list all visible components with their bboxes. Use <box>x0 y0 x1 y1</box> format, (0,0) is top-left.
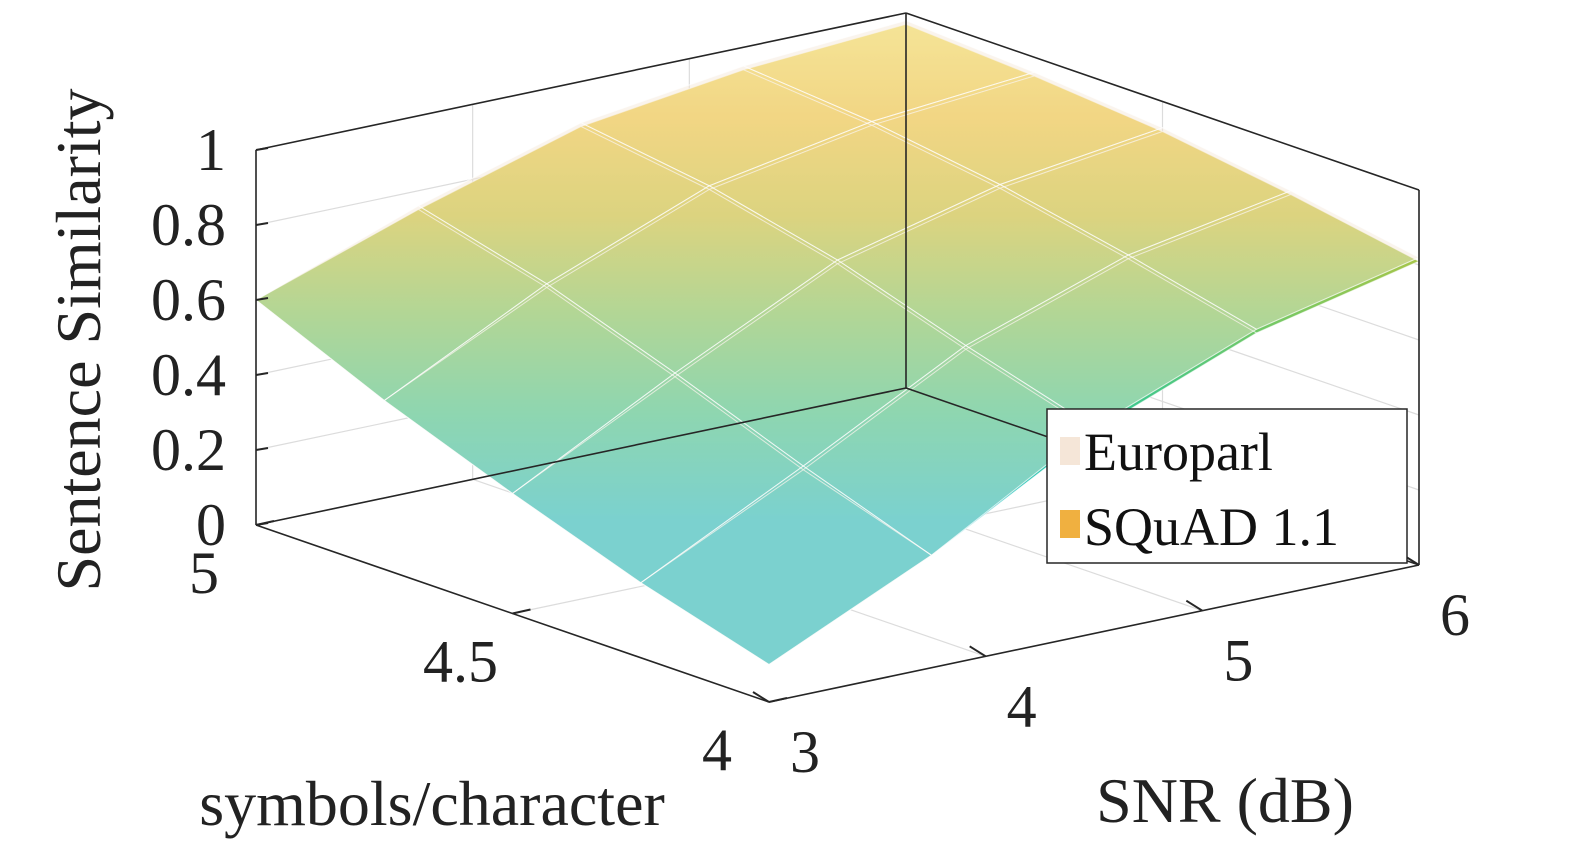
z-tick-mark <box>255 147 269 151</box>
legend-label-squad: SQuAD 1.1 <box>1084 497 1339 557</box>
legend: Europarl SQuAD 1.1 <box>1046 408 1408 564</box>
mesh-line <box>418 205 932 556</box>
mesh-line <box>580 122 1095 428</box>
z-tick-label: 0.4 <box>151 342 226 408</box>
z-tick-label: 0.8 <box>151 192 226 258</box>
y-tick-label: 4.5 <box>423 629 498 695</box>
y-tick-label: 5 <box>189 540 219 606</box>
mesh-line <box>255 23 907 301</box>
legend-swatch-squad <box>1060 510 1080 538</box>
y-axis-label: symbols/character <box>199 768 665 839</box>
legend-label-europarl: Europarl <box>1084 422 1273 482</box>
y-tick-mark <box>768 697 788 703</box>
axes-box-edge <box>255 387 907 526</box>
z-tick-label: 0 <box>196 492 226 558</box>
legend-swatch-europarl <box>1060 437 1080 465</box>
y-tick-mark <box>255 520 275 526</box>
x-tick-mark <box>969 645 987 658</box>
surface-0 <box>255 19 1421 666</box>
axes-box-edge <box>905 12 1420 191</box>
mesh-line <box>512 127 1163 494</box>
x-tick-label: 6 <box>1440 582 1470 648</box>
axes-box-edge <box>255 12 907 151</box>
mesh-line <box>383 71 1035 401</box>
mesh-line <box>255 20 907 301</box>
mesh-line <box>905 20 1420 258</box>
axes-box-edge <box>768 564 1420 703</box>
mesh-line <box>418 209 932 556</box>
mesh-line <box>743 65 1257 330</box>
y-tick-label: 4 <box>702 717 732 783</box>
y-tick-mark <box>512 608 531 615</box>
mesh-line <box>383 75 1035 401</box>
z-tick-mark <box>255 222 269 226</box>
z-tick-label: 0.2 <box>151 417 226 483</box>
x-tick-mark <box>752 691 770 703</box>
mesh-line <box>743 69 1257 334</box>
mesh-line <box>512 131 1163 494</box>
z-tick-mark <box>255 297 269 301</box>
mesh-line <box>640 194 1291 584</box>
surface-layer <box>255 19 1421 666</box>
x-tick-label: 5 <box>1223 628 1253 694</box>
z-tick-label: 1 <box>196 117 226 183</box>
x-axis-label: SNR (dB) <box>1096 765 1354 836</box>
mesh-line <box>640 190 1291 584</box>
x-tick-mark <box>1185 599 1203 612</box>
surface-cell <box>639 465 933 666</box>
mesh-line <box>255 299 770 665</box>
mesh-line <box>580 126 1095 432</box>
z-tick-mark <box>255 447 269 451</box>
z-tick-mark <box>255 372 269 376</box>
mesh-line <box>905 23 1420 262</box>
z-tick-label: 0.6 <box>151 267 226 333</box>
z-axis-label: Sentence Similarity <box>43 89 114 592</box>
surface-1 <box>255 23 1421 666</box>
x-tick-label: 4 <box>1007 673 1037 739</box>
legend-box <box>1046 408 1408 564</box>
x-tick-label: 3 <box>790 719 820 785</box>
